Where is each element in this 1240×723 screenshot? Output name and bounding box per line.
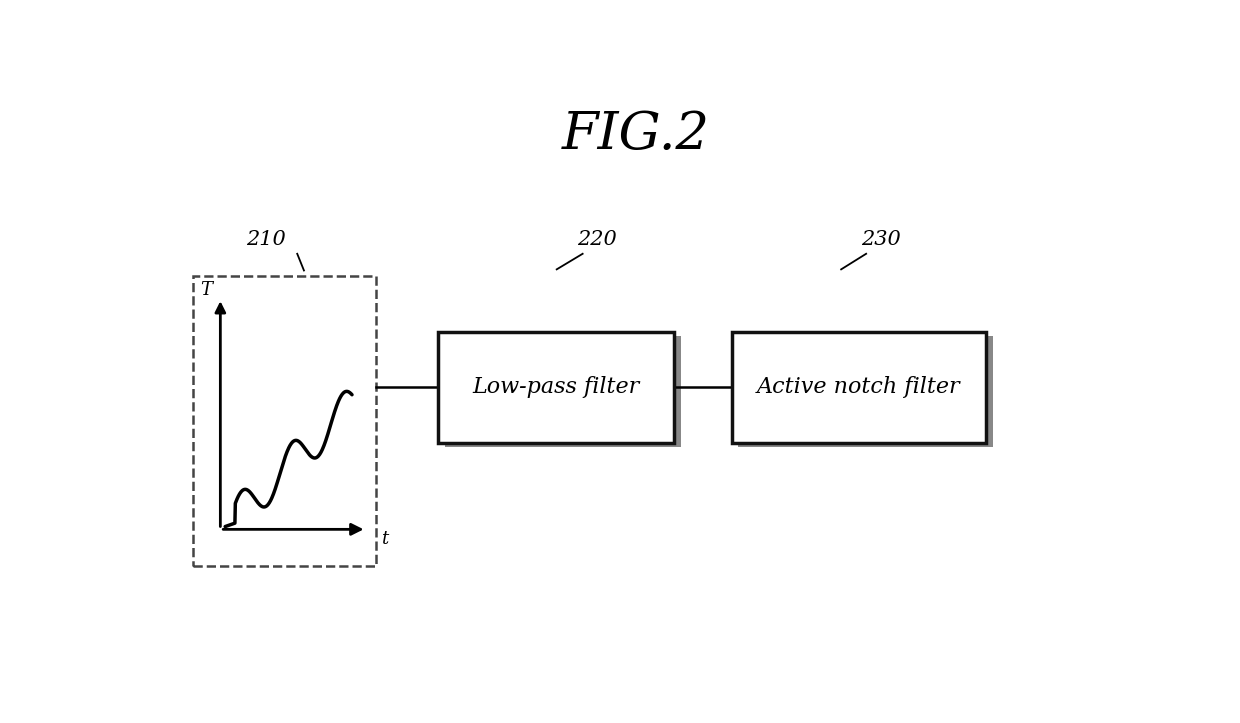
Text: 230: 230 bbox=[861, 231, 900, 249]
Bar bbox=[732, 332, 986, 443]
Text: Low-pass filter: Low-pass filter bbox=[472, 377, 640, 398]
Text: 220: 220 bbox=[577, 231, 618, 249]
Bar bbox=[439, 332, 675, 443]
Text: FIG.2: FIG.2 bbox=[562, 108, 709, 160]
Text: Active notch filter: Active notch filter bbox=[758, 377, 961, 398]
Text: t: t bbox=[381, 531, 388, 548]
Bar bbox=[193, 276, 376, 565]
Text: 210: 210 bbox=[246, 231, 285, 249]
Bar bbox=[738, 335, 993, 447]
Bar bbox=[445, 335, 681, 447]
Text: T: T bbox=[200, 281, 212, 299]
